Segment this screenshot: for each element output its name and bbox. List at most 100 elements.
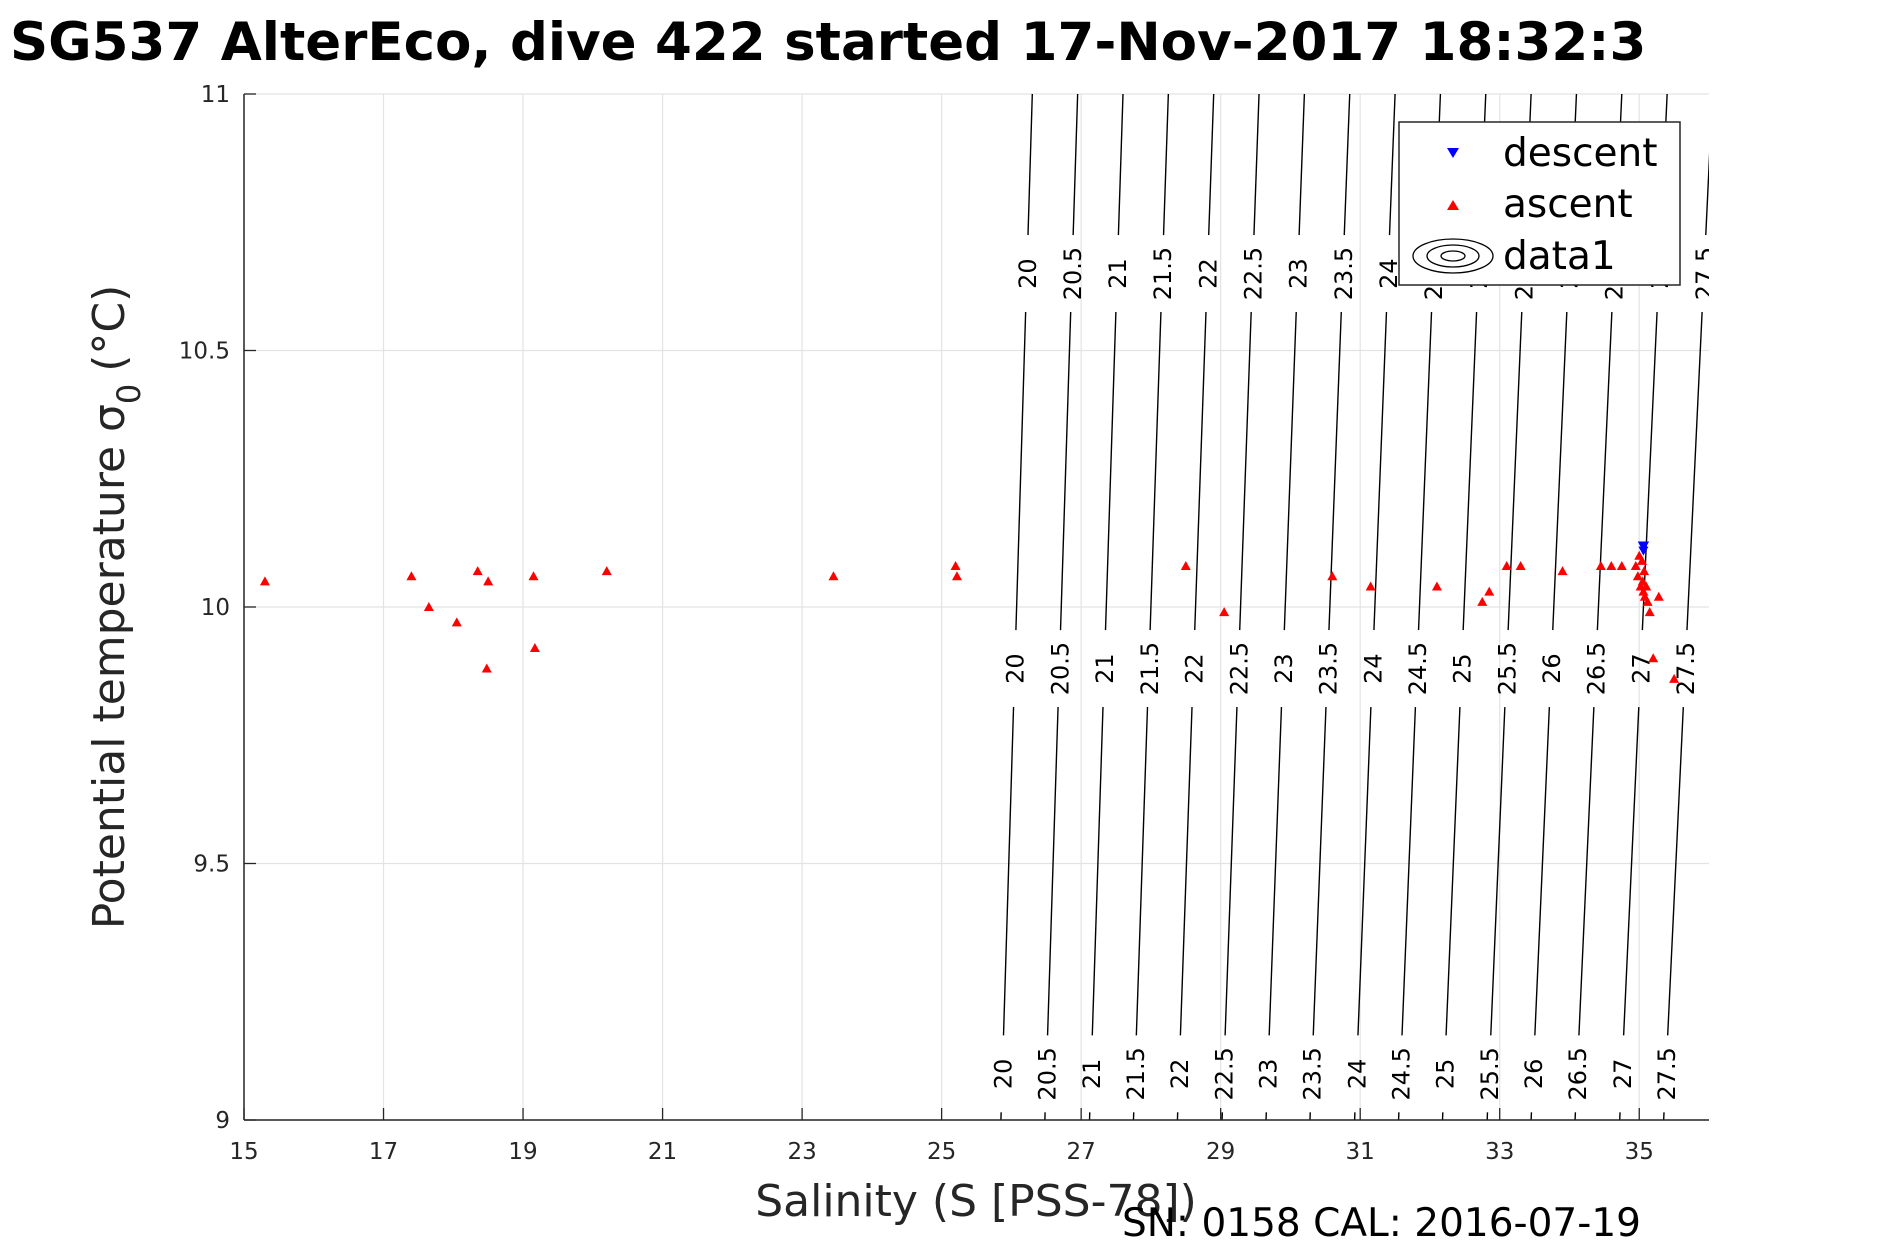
y-tick-labels: 9 9.5 10 10.5 11 <box>179 82 230 1134</box>
x-axis-label: Salinity (S [PSS-78]) <box>755 1176 1197 1227</box>
x-tick-label: 23 <box>787 1139 816 1165</box>
contour-line-segment <box>1373 311 1388 631</box>
x-tick-labels: 15 17 19 21 23 25 27 29 31 33 35 <box>229 1139 1654 1165</box>
legend-data1-label: data1 <box>1503 234 1616 279</box>
ascent-point <box>1595 560 1606 570</box>
ascent-point <box>1653 591 1664 601</box>
contour-line-segment <box>1135 707 1149 1036</box>
plot-axes <box>243 93 1709 1121</box>
ascent-point <box>406 571 417 581</box>
ascent-point <box>1641 581 1652 591</box>
ascent-point <box>1637 555 1648 565</box>
y-tick-label: 10 <box>201 595 230 621</box>
contour-line-segment <box>1224 707 1238 1036</box>
ascent-point <box>1365 581 1376 591</box>
x-tick-label: 17 <box>369 1139 398 1165</box>
contour-label: 22 <box>1194 258 1222 289</box>
contour-line-segment <box>1641 311 1658 631</box>
contour-label: 26 <box>1538 653 1566 684</box>
contour-label: 21.5 <box>1122 1047 1150 1100</box>
contour-line-segment <box>1401 707 1417 1036</box>
contour-line-segment <box>1328 311 1342 631</box>
contour-label: 23 <box>1255 1059 1283 1090</box>
contour-line-segment <box>1705 152 1709 236</box>
contour-label: 23.5 <box>1330 247 1358 300</box>
contour-label: 26 <box>1520 1059 1548 1090</box>
contour-line-segment <box>1059 312 1072 631</box>
x-tick-label: 35 <box>1625 1139 1654 1165</box>
contour-label: 23 <box>1270 653 1298 684</box>
legend-ascent-label: ascent <box>1503 182 1633 227</box>
contour-label: 21.5 <box>1136 642 1164 695</box>
y-tick-label: 9 <box>215 1108 230 1134</box>
contour-20: 20 20 20 <box>989 94 1042 1120</box>
ascent-point <box>1616 560 1627 570</box>
legend-descent-label: descent <box>1503 131 1658 176</box>
contour-label: 22.5 <box>1225 642 1253 695</box>
ascent-point <box>1515 560 1526 570</box>
ascent-point <box>951 571 962 581</box>
contour-line-segment <box>1343 94 1351 236</box>
y-tick-label: 11 <box>201 82 230 108</box>
contour-22: 22 22 22 <box>1166 94 1222 1120</box>
series-ascent <box>259 550 1680 683</box>
series-descent <box>1637 541 1650 556</box>
contour-27.5: 27.5 27.5 27.5 <box>1653 152 1709 1120</box>
contour-label: 20.5 <box>1033 1047 1061 1100</box>
contour-label: 25 <box>1449 653 1477 684</box>
contour-line-segment <box>1268 707 1283 1036</box>
ascent-point <box>1638 586 1649 596</box>
ascent-point <box>1669 673 1680 683</box>
contour-line-segment <box>1179 707 1193 1036</box>
contour-label: 20 <box>989 1059 1017 1090</box>
legend-item-descent: descent <box>1447 131 1658 176</box>
contour-line-segment <box>1490 707 1506 1036</box>
descent-point <box>1638 546 1649 556</box>
contour-line-segment <box>1596 311 1613 631</box>
contour-label: 23 <box>1285 258 1313 289</box>
contour-line-segment <box>1002 707 1015 1036</box>
contour-21: 21 21 21 <box>1078 94 1132 1120</box>
contour-line-segment <box>1091 707 1104 1036</box>
ascent-point <box>483 576 494 586</box>
y-axis-label: Potential temperature σ0 (°C) <box>84 285 148 930</box>
contour-label: 20.5 <box>1059 247 1087 300</box>
serial-calibration-note: SN: 0158 CAL: 2016-07-19 <box>1122 1201 1641 1246</box>
ascent-point <box>950 560 961 570</box>
contour-line-segment <box>1027 94 1034 236</box>
y-tick-label: 10.5 <box>179 339 230 365</box>
x-tick-label: 31 <box>1346 1139 1375 1165</box>
contour-line-segment <box>1445 707 1461 1036</box>
contour-line-segment <box>1117 94 1124 236</box>
contour-line-segment <box>1552 311 1568 631</box>
contour-line-segment <box>1686 311 1703 631</box>
ascent-point <box>1639 566 1650 576</box>
contour-label: 23.5 <box>1299 1047 1327 1100</box>
ascent-point <box>451 617 462 627</box>
contour-line-segment <box>1253 94 1260 236</box>
contour-label: 22.5 <box>1240 247 1268 300</box>
legend-item-ascent: ascent <box>1447 182 1633 227</box>
x-tick-label: 19 <box>508 1139 537 1165</box>
contour-label: 23.5 <box>1314 642 1342 695</box>
data-points <box>259 541 1680 683</box>
x-tick-label: 21 <box>648 1139 677 1165</box>
ascent-point <box>601 566 612 576</box>
contour-20.5: 20.5 20.5 20.5 <box>1033 94 1087 1120</box>
ascent-point <box>1637 576 1648 586</box>
y-tick-label: 9.5 <box>193 852 230 878</box>
contour-22.5: 22.5 22.5 22.5 <box>1211 94 1268 1120</box>
contour-line-segment <box>1666 707 1685 1036</box>
contour-label: 24.5 <box>1387 1047 1415 1100</box>
contour-label: 20 <box>1014 258 1042 289</box>
contour-label: 26.5 <box>1564 1047 1592 1100</box>
ascent-point <box>259 576 270 586</box>
contour-line-segment <box>1208 94 1215 236</box>
ascent-point <box>1219 607 1230 617</box>
contour-21.5: 21.5 21.5 21.5 <box>1122 94 1177 1120</box>
contour-label: 27.5 <box>1653 1047 1681 1100</box>
contour-line-segment <box>1417 311 1433 631</box>
contour-line-segment <box>1388 94 1396 236</box>
y-axis-label-main: Potential temperature σ <box>84 404 135 929</box>
ascent-point <box>1630 560 1641 570</box>
